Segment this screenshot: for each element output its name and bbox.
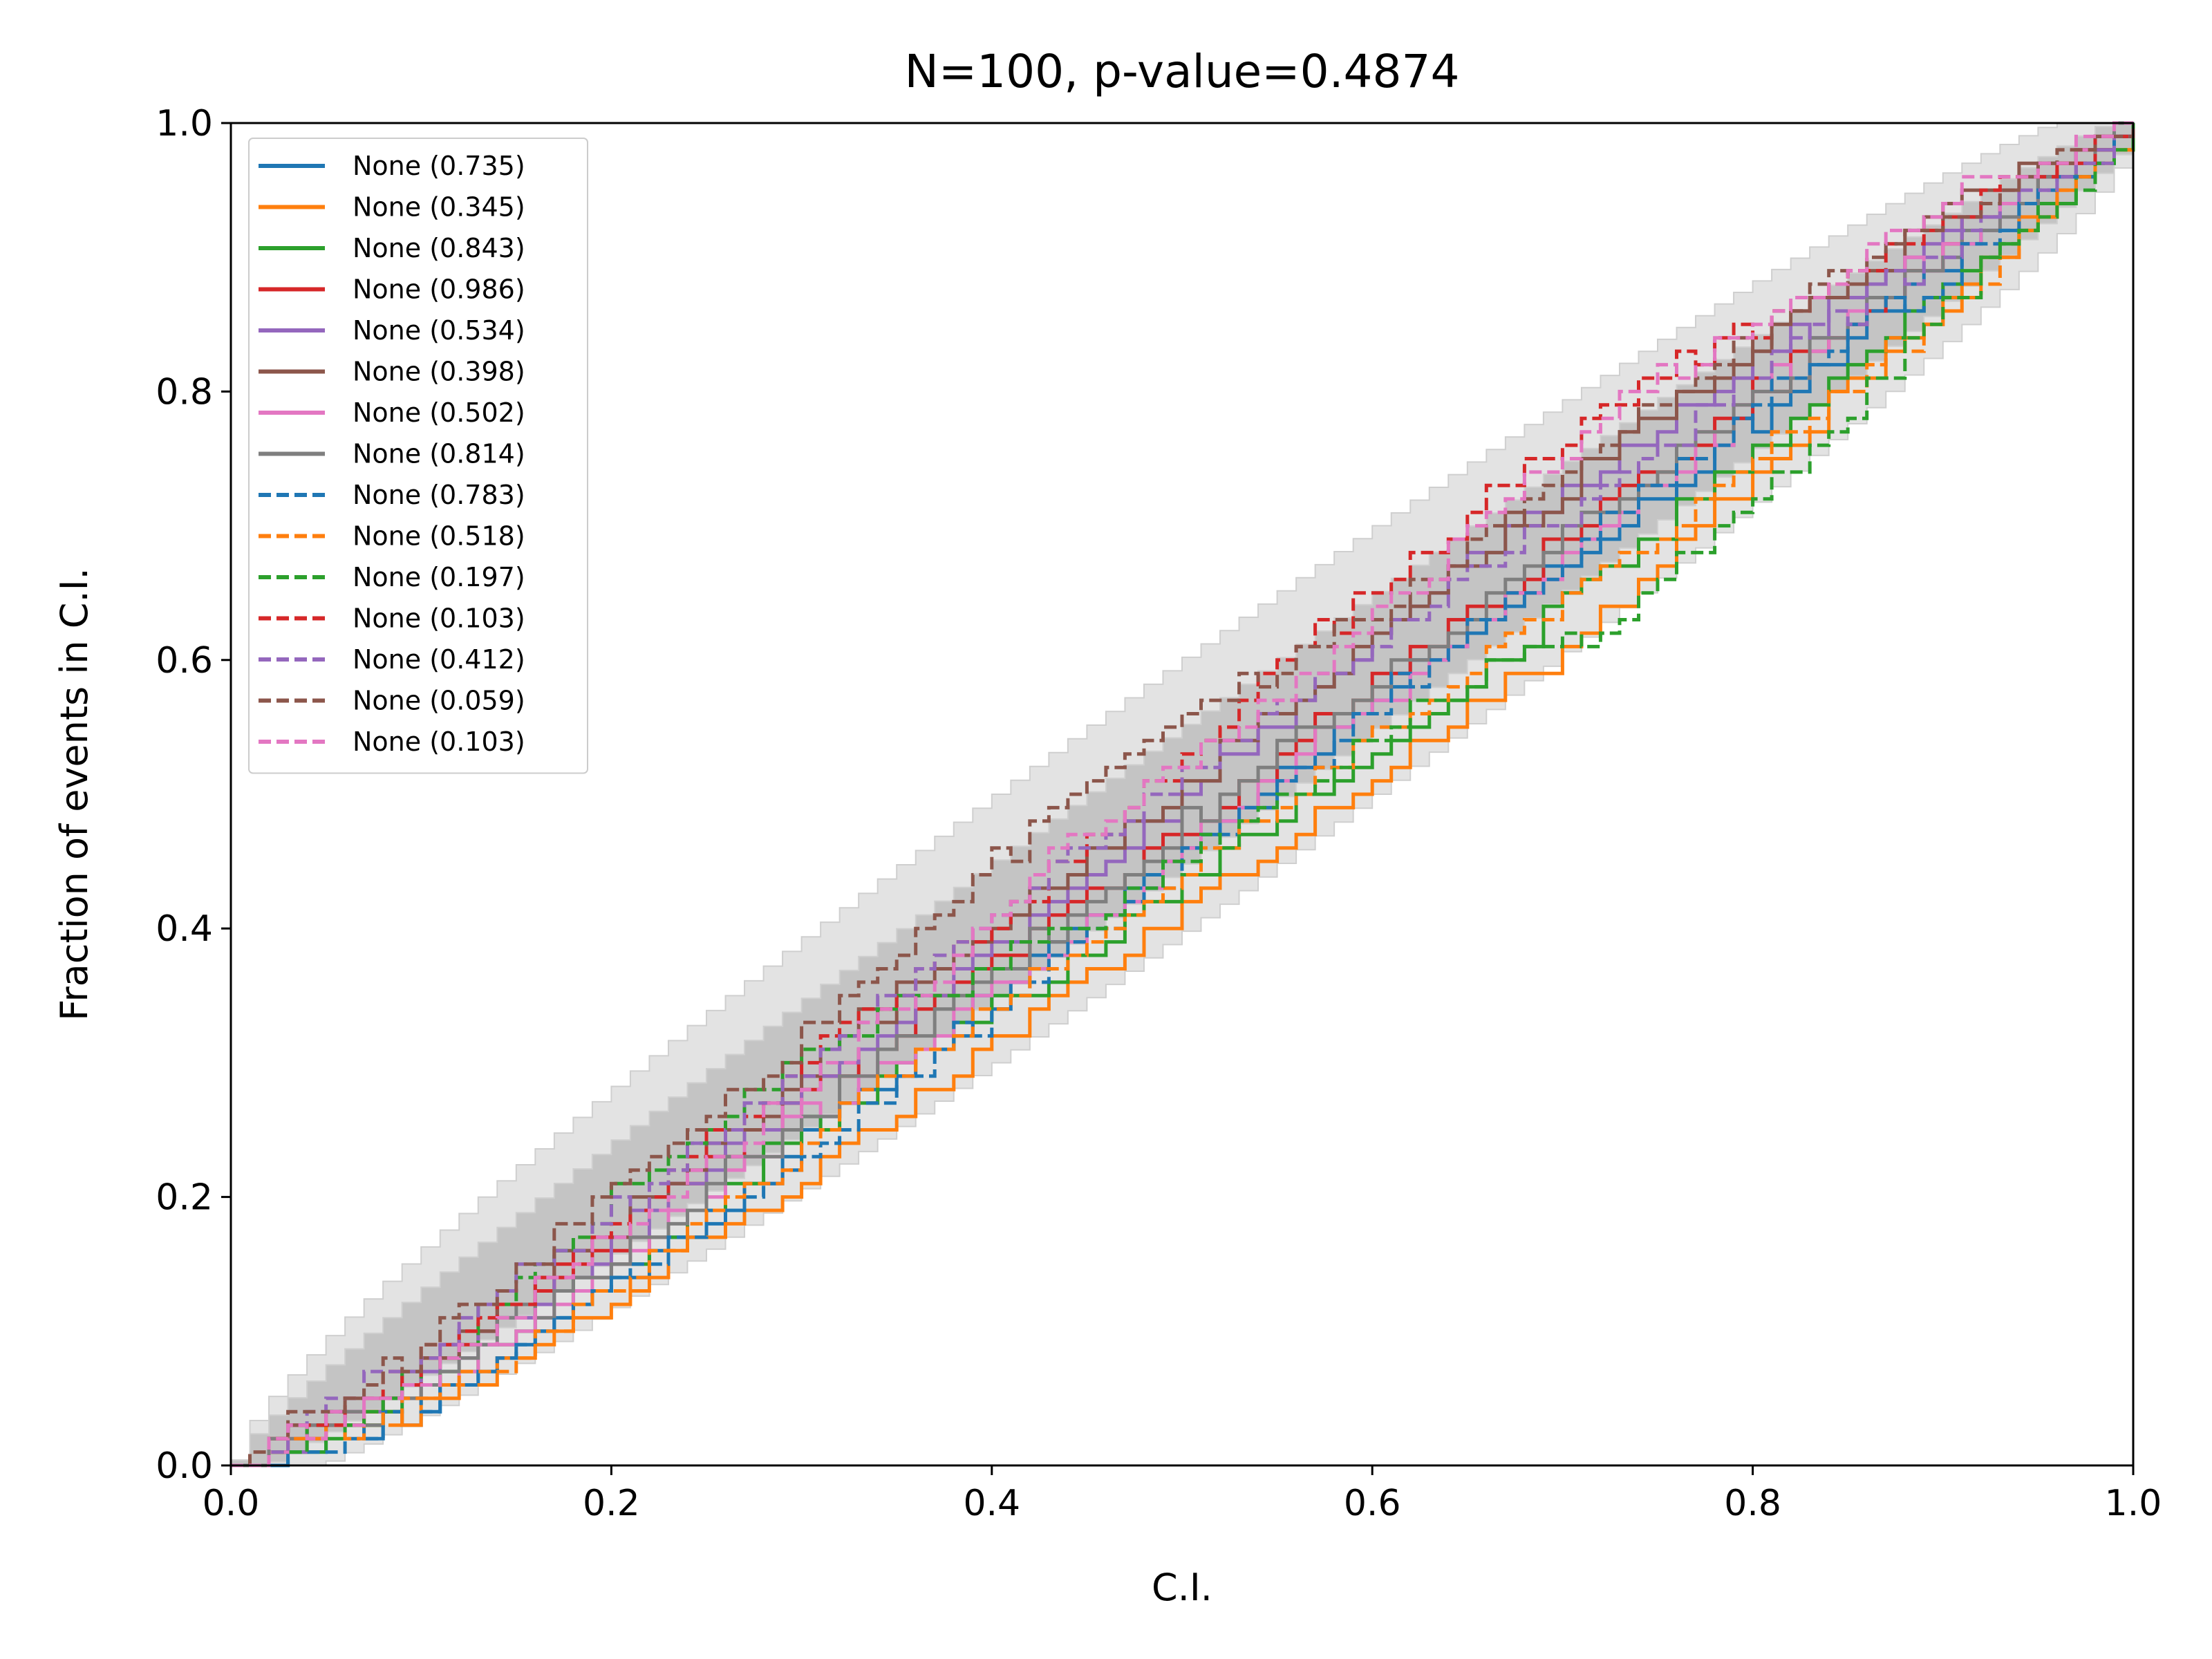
legend-label: None (0.103) [353, 603, 525, 634]
x-tick-label: 1.0 [2105, 1483, 2162, 1524]
y-tick-label: 0.6 [156, 640, 213, 682]
legend-label: None (0.986) [353, 274, 525, 305]
y-tick-label: 1.0 [156, 103, 213, 144]
x-axis-label: C.I. [1152, 1566, 1212, 1609]
y-tick-label: 0.8 [156, 371, 213, 413]
legend-label: None (0.345) [353, 192, 525, 223]
x-axis-ticks: 0.0 0.2 0.4 0.6 0.8 1.0 [203, 1465, 2162, 1524]
legend-label: None (0.814) [353, 439, 525, 469]
legend-label: None (0.518) [353, 521, 525, 552]
y-tick-label: 0.2 [156, 1177, 213, 1219]
legend-label: None (0.412) [353, 644, 525, 675]
x-tick-label: 0.4 [963, 1483, 1020, 1524]
x-tick-label: 0.0 [203, 1483, 260, 1524]
legend-label: None (0.735) [353, 151, 525, 181]
legend-label: None (0.059) [353, 686, 525, 716]
series-line-15 [231, 121, 2133, 1468]
x-tick-label: 0.2 [583, 1483, 640, 1524]
legend-label: None (0.197) [353, 562, 525, 592]
legend-label: None (0.502) [353, 397, 525, 428]
y-tick-label: 0.0 [156, 1445, 213, 1487]
y-tick-label: 0.4 [156, 908, 213, 950]
y-axis-ticks: 0.0 0.2 0.4 0.6 0.8 1.0 [156, 103, 231, 1487]
legend-label: None (0.783) [353, 480, 525, 510]
legend-label: None (0.103) [353, 727, 525, 757]
legend: None (0.735) None (0.345) None (0.843) None… [248, 138, 588, 774]
legend-label: None (0.398) [353, 357, 525, 387]
series-lines [231, 121, 2135, 1468]
series-line-9 [231, 123, 2135, 1468]
series-line-13 [231, 123, 2135, 1468]
legend-label: None (0.843) [353, 233, 525, 263]
series-line-14 [231, 123, 2135, 1468]
plot-frame [229, 122, 2135, 1467]
legend-label: None (0.534) [353, 315, 525, 346]
legend-box [248, 138, 588, 774]
x-tick-label: 0.8 [1724, 1483, 1781, 1524]
y-axis-label: Fraction of events in C.I. [53, 568, 96, 1020]
x-tick-label: 0.6 [1344, 1483, 1401, 1524]
chart-title: N=100, p-value=0.4874 [904, 45, 1459, 98]
